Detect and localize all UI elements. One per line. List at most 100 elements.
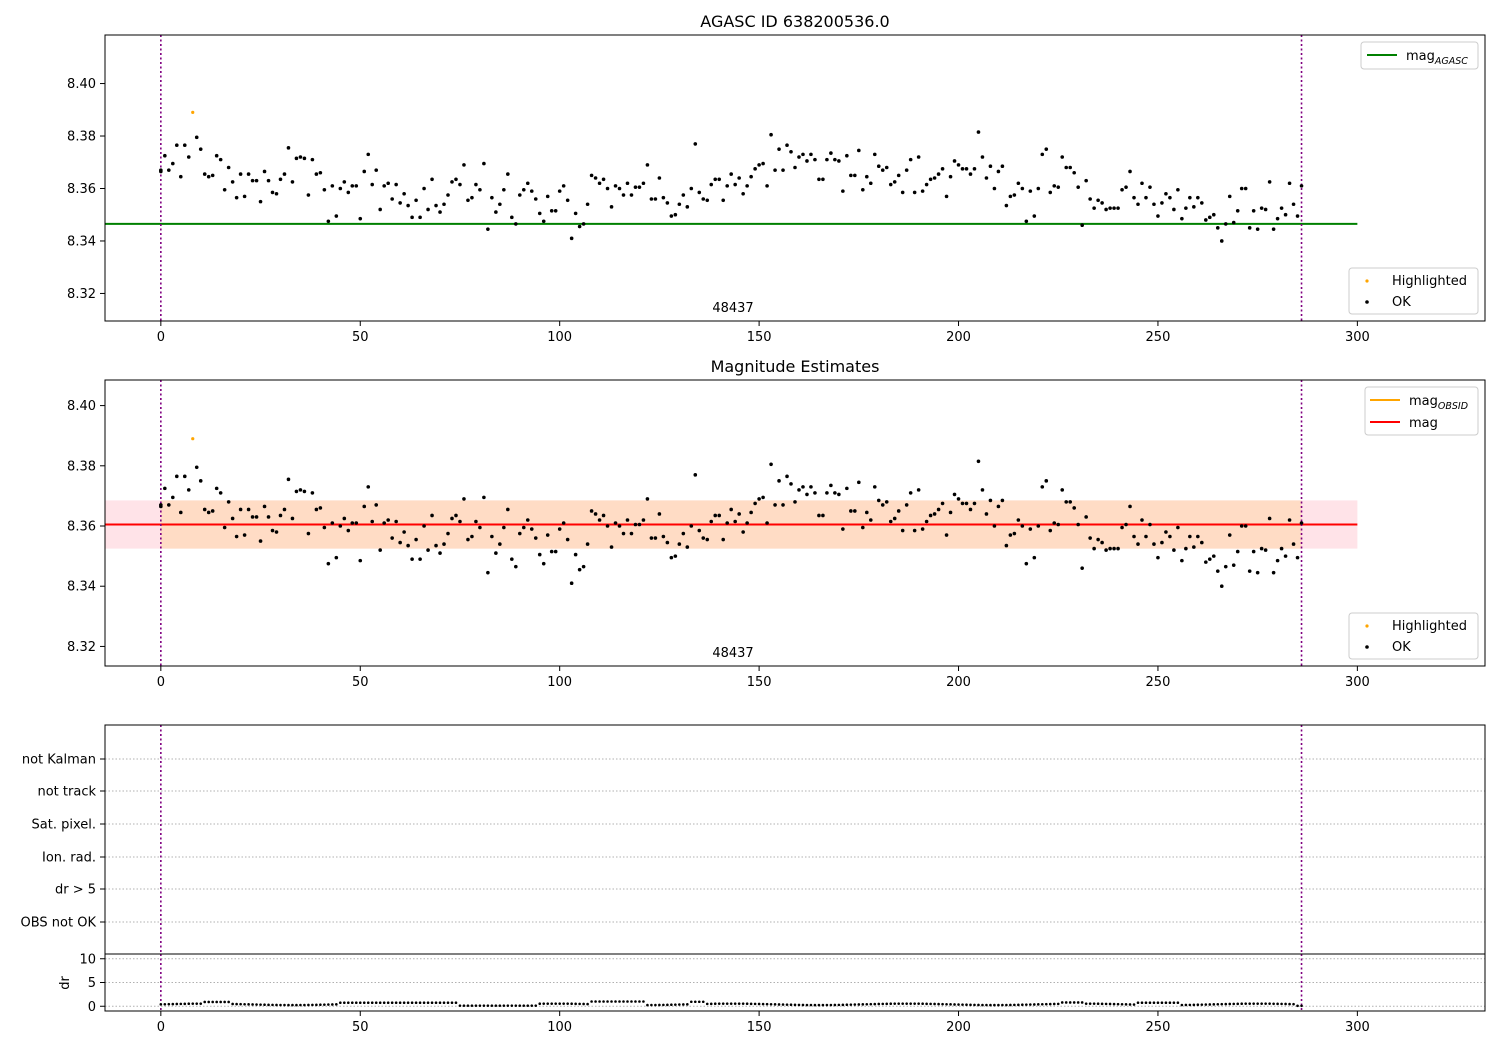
magnitude-panel-ok-point (589, 509, 594, 513)
agasc-panel-ok-point (1024, 219, 1029, 224)
agasc-panel-ok-point (450, 180, 454, 184)
agasc-panel-ok-point (964, 167, 969, 171)
agasc-panel-ok-point (342, 180, 347, 184)
magnitude-panel-ok-point (1120, 525, 1124, 530)
dr-point (697, 1000, 701, 1004)
dr-point (717, 1002, 721, 1005)
magnitude-panel-ok-point (1168, 534, 1172, 539)
agasc-panel-ok-point (1192, 205, 1196, 209)
dr-point (554, 1002, 557, 1005)
dr-point (1236, 1002, 1240, 1006)
dr-panel-xtick-label: 100 (547, 1020, 572, 1035)
agasc-panel-ok-point (366, 152, 371, 157)
legend-obsid-label: magOBSID (1409, 394, 1468, 412)
agasc-panel-ok-point (589, 173, 594, 178)
agasc-panel-ok-point (1144, 195, 1148, 200)
agasc-panel-ok-point (916, 155, 921, 159)
agasc-panel-ok-point (533, 197, 538, 201)
dr-point (251, 1003, 254, 1006)
magnitude-panel-ok-point (1184, 546, 1188, 551)
dr-point (526, 1004, 530, 1007)
dr-point (586, 1002, 589, 1006)
agasc-panel-ok-point (936, 172, 941, 176)
dr-point (358, 1001, 362, 1004)
magnitude-panel-ok-point (1128, 504, 1132, 509)
dr-point (785, 1003, 789, 1006)
magnitude-panel-xtick-label: 50 (352, 675, 369, 690)
agasc-panel-ok-point (924, 182, 929, 187)
dr-point (1132, 1003, 1136, 1006)
dr-point (1029, 1003, 1032, 1006)
dr-point (291, 1003, 294, 1007)
agasc-panel-ok-point (1207, 215, 1212, 220)
magnitude-panel-ok-point (669, 555, 674, 560)
agasc-panel-ok-point (637, 185, 642, 189)
agasc-panel-ok-point (649, 197, 654, 201)
agasc-panel-ok-point (430, 177, 434, 182)
dr-point (402, 1001, 406, 1004)
dr-point (1025, 1003, 1028, 1006)
agasc-panel-ok-point (362, 169, 367, 174)
dr-point (386, 1001, 390, 1004)
agasc-panel-ok-point (163, 153, 167, 158)
dr-point (1216, 1002, 1220, 1006)
magnitude-panel-ytick-label: 8.38 (67, 459, 96, 474)
magnitude-panel-ok-point (649, 536, 654, 540)
magnitude-panel-ok-point (1247, 569, 1252, 573)
flags-panel-plot-area: not Kalman not track Sat. pixel. Ion. rad. d… (21, 725, 1485, 954)
magnitude-panel-ok-point (561, 521, 566, 525)
magnitude-panel-point-legend: Highlighted OK (1348, 612, 1479, 660)
magnitude-panel-ok-point (1124, 522, 1128, 527)
magnitude-panel-ok-point (1012, 531, 1017, 536)
agasc-panel-ok-point (350, 184, 355, 188)
agasc-panel-ok-point (446, 193, 450, 197)
dr-point (1044, 1002, 1048, 1006)
magnitude-panel-ok-point (1092, 546, 1096, 551)
agasc-panel-ok-point (801, 152, 805, 157)
magnitude-panel-ok-point (254, 515, 259, 519)
magnitude-panel-ok-point (940, 501, 945, 506)
agasc-panel-ok-point (186, 155, 191, 159)
dr-point (646, 1003, 649, 1007)
magnitude-panel-ok-point (617, 524, 622, 528)
agasc-panel-ok-point (202, 172, 207, 176)
magnitude-panel-ok-point (1152, 542, 1156, 546)
magnitude-panel-ok-point (1048, 528, 1053, 533)
agasc-panel-ok-point (286, 146, 291, 150)
dr-point (1068, 1001, 1072, 1004)
magnitude-panel-ytick-label: 8.32 (67, 640, 96, 655)
agasc-panel-ok-point (625, 181, 630, 186)
magnitude-panel-ok-point (1108, 546, 1112, 551)
legend-ok-marker (1365, 645, 1369, 649)
magnitude-panel-ok-point (498, 542, 502, 546)
dr-point (1096, 1002, 1100, 1006)
magnitude-panel-ok-point (569, 581, 574, 586)
dr-point (191, 1002, 195, 1005)
agasc-panel-ok-point (374, 168, 379, 172)
dr-point (566, 1002, 569, 1005)
dr-point (1124, 1003, 1128, 1006)
dr-point (1128, 1003, 1132, 1006)
dr-point (654, 1003, 657, 1007)
agasc-panel-ok-point (597, 181, 602, 186)
dr-point (327, 1003, 330, 1006)
dr-point (598, 1000, 601, 1003)
dr-point (319, 1003, 322, 1007)
agasc-panel-ok-point (1132, 195, 1136, 200)
magnitude-panel-ok-point (653, 536, 658, 540)
magnitude-panel-ok-point (984, 512, 989, 516)
magnitude-panel-ok-point (198, 479, 203, 483)
dr-point (482, 1004, 486, 1007)
agasc-panel-ytick-label: 8.38 (67, 130, 96, 145)
dr-point (538, 1002, 542, 1006)
dr-point (757, 1002, 761, 1006)
magnitude-panel-ok-point (637, 522, 642, 527)
dr-point (905, 1002, 908, 1005)
magnitude-panel-ok-point (1259, 546, 1264, 551)
agasc-panel-ok-point (633, 185, 638, 189)
magnitude-panel-ok-point (314, 507, 319, 512)
magnitude-panel-ok-point (378, 548, 383, 552)
agasc-panel-ok-point (1128, 169, 1132, 174)
magnitude-panel-ok-point (737, 512, 741, 516)
magnitude-panel-ok-point (813, 491, 817, 495)
